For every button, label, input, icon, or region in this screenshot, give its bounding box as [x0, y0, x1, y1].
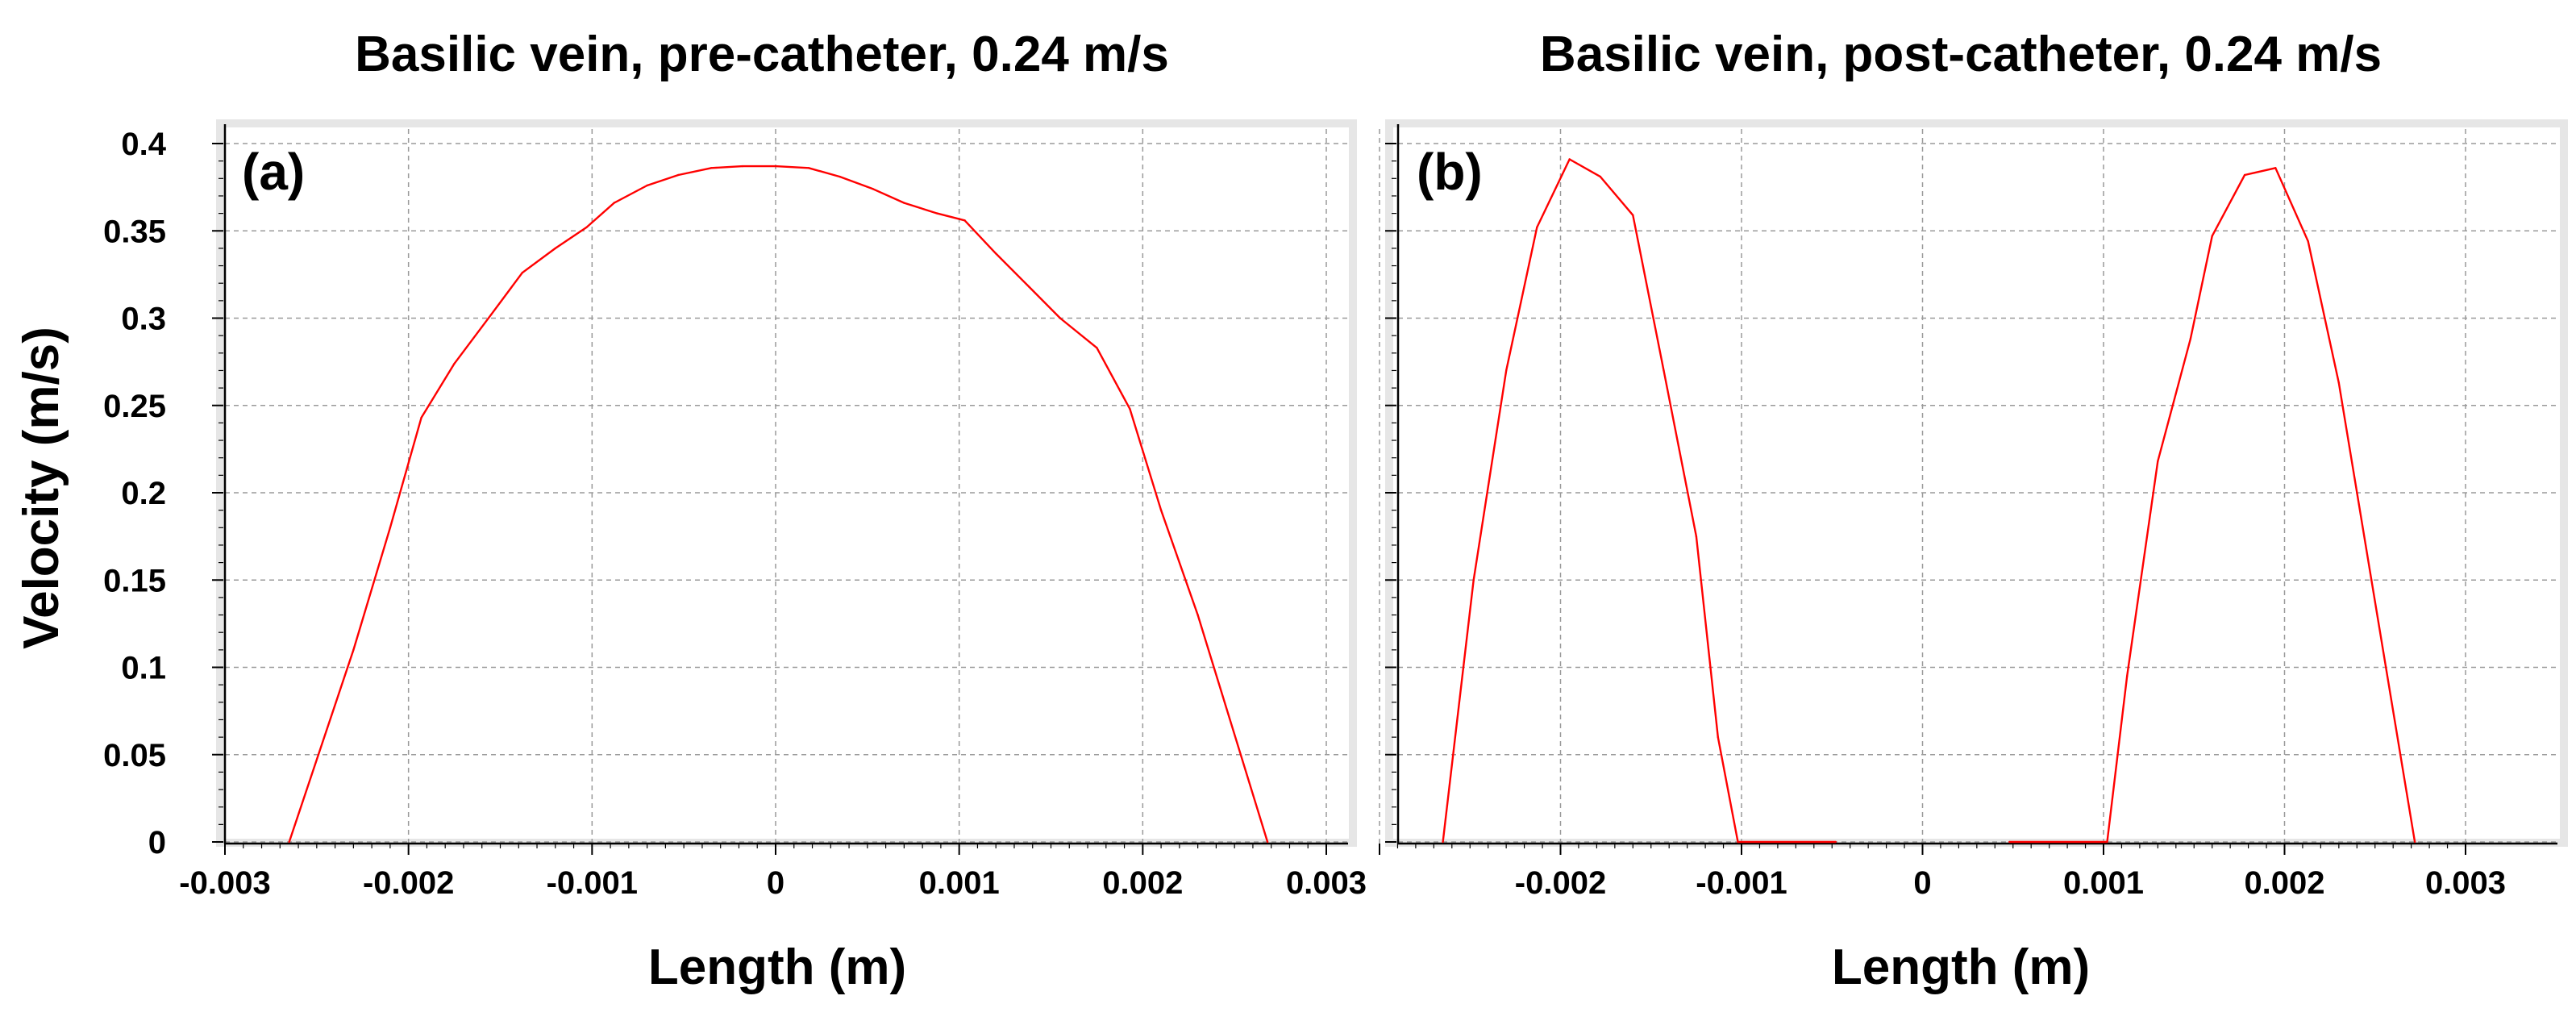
chart-b-data-point [1568, 158, 1571, 160]
chart-b-data-point [1504, 369, 1508, 372]
chart-b-x-tick-label: 0.002 [2244, 865, 2324, 901]
chart-b-xlabel: Length (m) [1832, 940, 2090, 995]
chart-a-data-point [807, 167, 810, 169]
chart-b-series-line [2009, 167, 2416, 844]
chart-b-data-point [2274, 167, 2277, 169]
chart-b-series-line [1442, 158, 1836, 844]
chart-a-data-point [1159, 509, 1163, 511]
chart-a-data-point [585, 226, 588, 229]
chart-b-data-point [2008, 840, 2011, 844]
chart-b-data-point [2157, 460, 2159, 463]
chart-a-data-point [613, 202, 615, 204]
chart-a-y-tick-label: 0.25 [103, 389, 166, 424]
chart-a-series [288, 165, 1269, 844]
chart-a-x-tick-label: -0.003 [179, 865, 270, 901]
chart-b-x-tick-label: -0.002 [1515, 865, 1606, 901]
chart-a-x-tick-label: 0.003 [1286, 865, 1367, 901]
chart-a-data-point [352, 648, 355, 652]
chart-b-plot-area [1393, 127, 2560, 839]
chart-b-data-point [2307, 240, 2309, 243]
chart-b-panel-label: (b) [1417, 143, 1483, 201]
chart-b-data-point [1632, 214, 1634, 216]
chart-a-y-tick-label: 0 [148, 825, 166, 860]
chart-a-data-point [1096, 347, 1098, 349]
chart-a-y-tick-label: 0.4 [121, 127, 166, 162]
chart-a-data-point [288, 840, 290, 844]
chart-a-data-point [839, 175, 841, 178]
chart-a-ylabel: Velocity (m/s) [14, 327, 69, 649]
chart-b: Basilic vein, post-catheter, 0.24 m/s Le… [1379, 27, 2568, 995]
chart-a-data-point [420, 416, 422, 419]
chart-b-x-tick-label: 0 [1913, 865, 1931, 901]
chart-a-y-tick-label: 0.15 [103, 563, 166, 598]
chart-b-data-point [1737, 840, 1739, 844]
chart-a-data-point [1129, 407, 1131, 410]
chart-b-data-point [1717, 735, 1720, 739]
chart-b-data-point [2243, 173, 2246, 177]
chart-a-data-point [995, 252, 997, 255]
chart-a-y-tick-label: 0.35 [103, 214, 166, 249]
chart-b-x-tick-label: 0.001 [2063, 865, 2144, 901]
chart-b-data-point [2189, 338, 2191, 340]
chart-a-data-point [646, 184, 648, 187]
chart-a-y-ticks: 0 0.05 0.1 0.15 0.2 0.25 0.3 0.35 0.4 [103, 127, 167, 860]
chart-a-y-tick-label: 0.3 [121, 302, 166, 337]
chart-a-title: Basilic vein, pre-catheter, 0.24 m/s [355, 27, 1169, 82]
chart-b-axes [1385, 124, 2557, 845]
chart-a-x-tick-label: 0.002 [1102, 865, 1183, 901]
chart-b-data-point [2413, 840, 2416, 844]
chart-a-data-point [554, 247, 556, 250]
chart-b-data-point [1695, 535, 1698, 538]
chart-a-data-point [1196, 614, 1199, 616]
chart-b-x-tick-label: -0.001 [1696, 865, 1787, 901]
chart-a-x-tick-label: -0.001 [547, 865, 638, 901]
chart-a: Basilic vein, pre-catheter, 0.24 m/s Vel… [14, 27, 1367, 995]
chart-a-data-point [521, 272, 524, 274]
chart-b-data-point [2337, 381, 2341, 384]
chart-b-data-point [1536, 226, 1538, 229]
chart-b-series [1442, 158, 2416, 844]
chart-a-data-point [453, 362, 456, 365]
chart-a-data-point [1266, 840, 1269, 844]
chart-a-y-tick-label: 0.2 [121, 476, 166, 511]
chart-a-data-point [963, 219, 966, 222]
chart-b-title: Basilic vein, post-catheter, 0.24 m/s [1540, 27, 2382, 82]
chart-b-data-point [2125, 675, 2129, 677]
chart-b-grid [1379, 129, 2557, 844]
chart-a-data-point [774, 165, 777, 168]
chart-a-data-point [677, 173, 680, 177]
chart-b-data-point [1472, 579, 1475, 581]
chart-a-y-tick-label: 0.1 [121, 651, 166, 686]
chart-a-panel-label: (a) [242, 143, 305, 201]
chart-b-x-tick-label: 0.003 [2425, 865, 2506, 901]
chart-a-data-point [903, 202, 905, 204]
chart-a-xlabel: Length (m) [648, 940, 906, 995]
chart-a-x-tick-label: -0.002 [363, 865, 454, 901]
chart-a-data-point [1027, 285, 1030, 288]
chart-a-data-point [710, 167, 713, 169]
chart-a-data-point [1059, 317, 1062, 319]
chart-b-data-point [2211, 235, 2213, 237]
chart-a-x-ticks: -0.003 -0.002 -0.001 0 0.001 0.002 0.003 [179, 844, 1367, 901]
chart-b-data-point [1663, 369, 1665, 372]
chart-b-data-point [1834, 840, 1837, 844]
chart-b-data-point [2106, 840, 2108, 844]
chart-a-y-tick-label: 0.05 [103, 738, 166, 773]
chart-a-x-tick-label: 0.001 [919, 865, 1000, 901]
chart-a-data-point [741, 165, 744, 168]
chart-b-x-ticks: -0.002 -0.001 0 0.001 0.002 0.003 [1379, 844, 2506, 901]
chart-b-data-point [1442, 840, 1444, 844]
chart-a-x-tick-label: 0 [767, 865, 784, 901]
chart-a-data-point [489, 313, 493, 316]
chart-b-data-point [1599, 175, 1602, 178]
chart-b-data-point [2370, 579, 2373, 581]
chart-a-data-point [936, 212, 938, 215]
chart-a-grid [224, 129, 1348, 844]
chart-a-plot-area [224, 127, 1349, 839]
chart-a-data-point [389, 527, 392, 529]
chart-a-data-point [872, 188, 874, 190]
